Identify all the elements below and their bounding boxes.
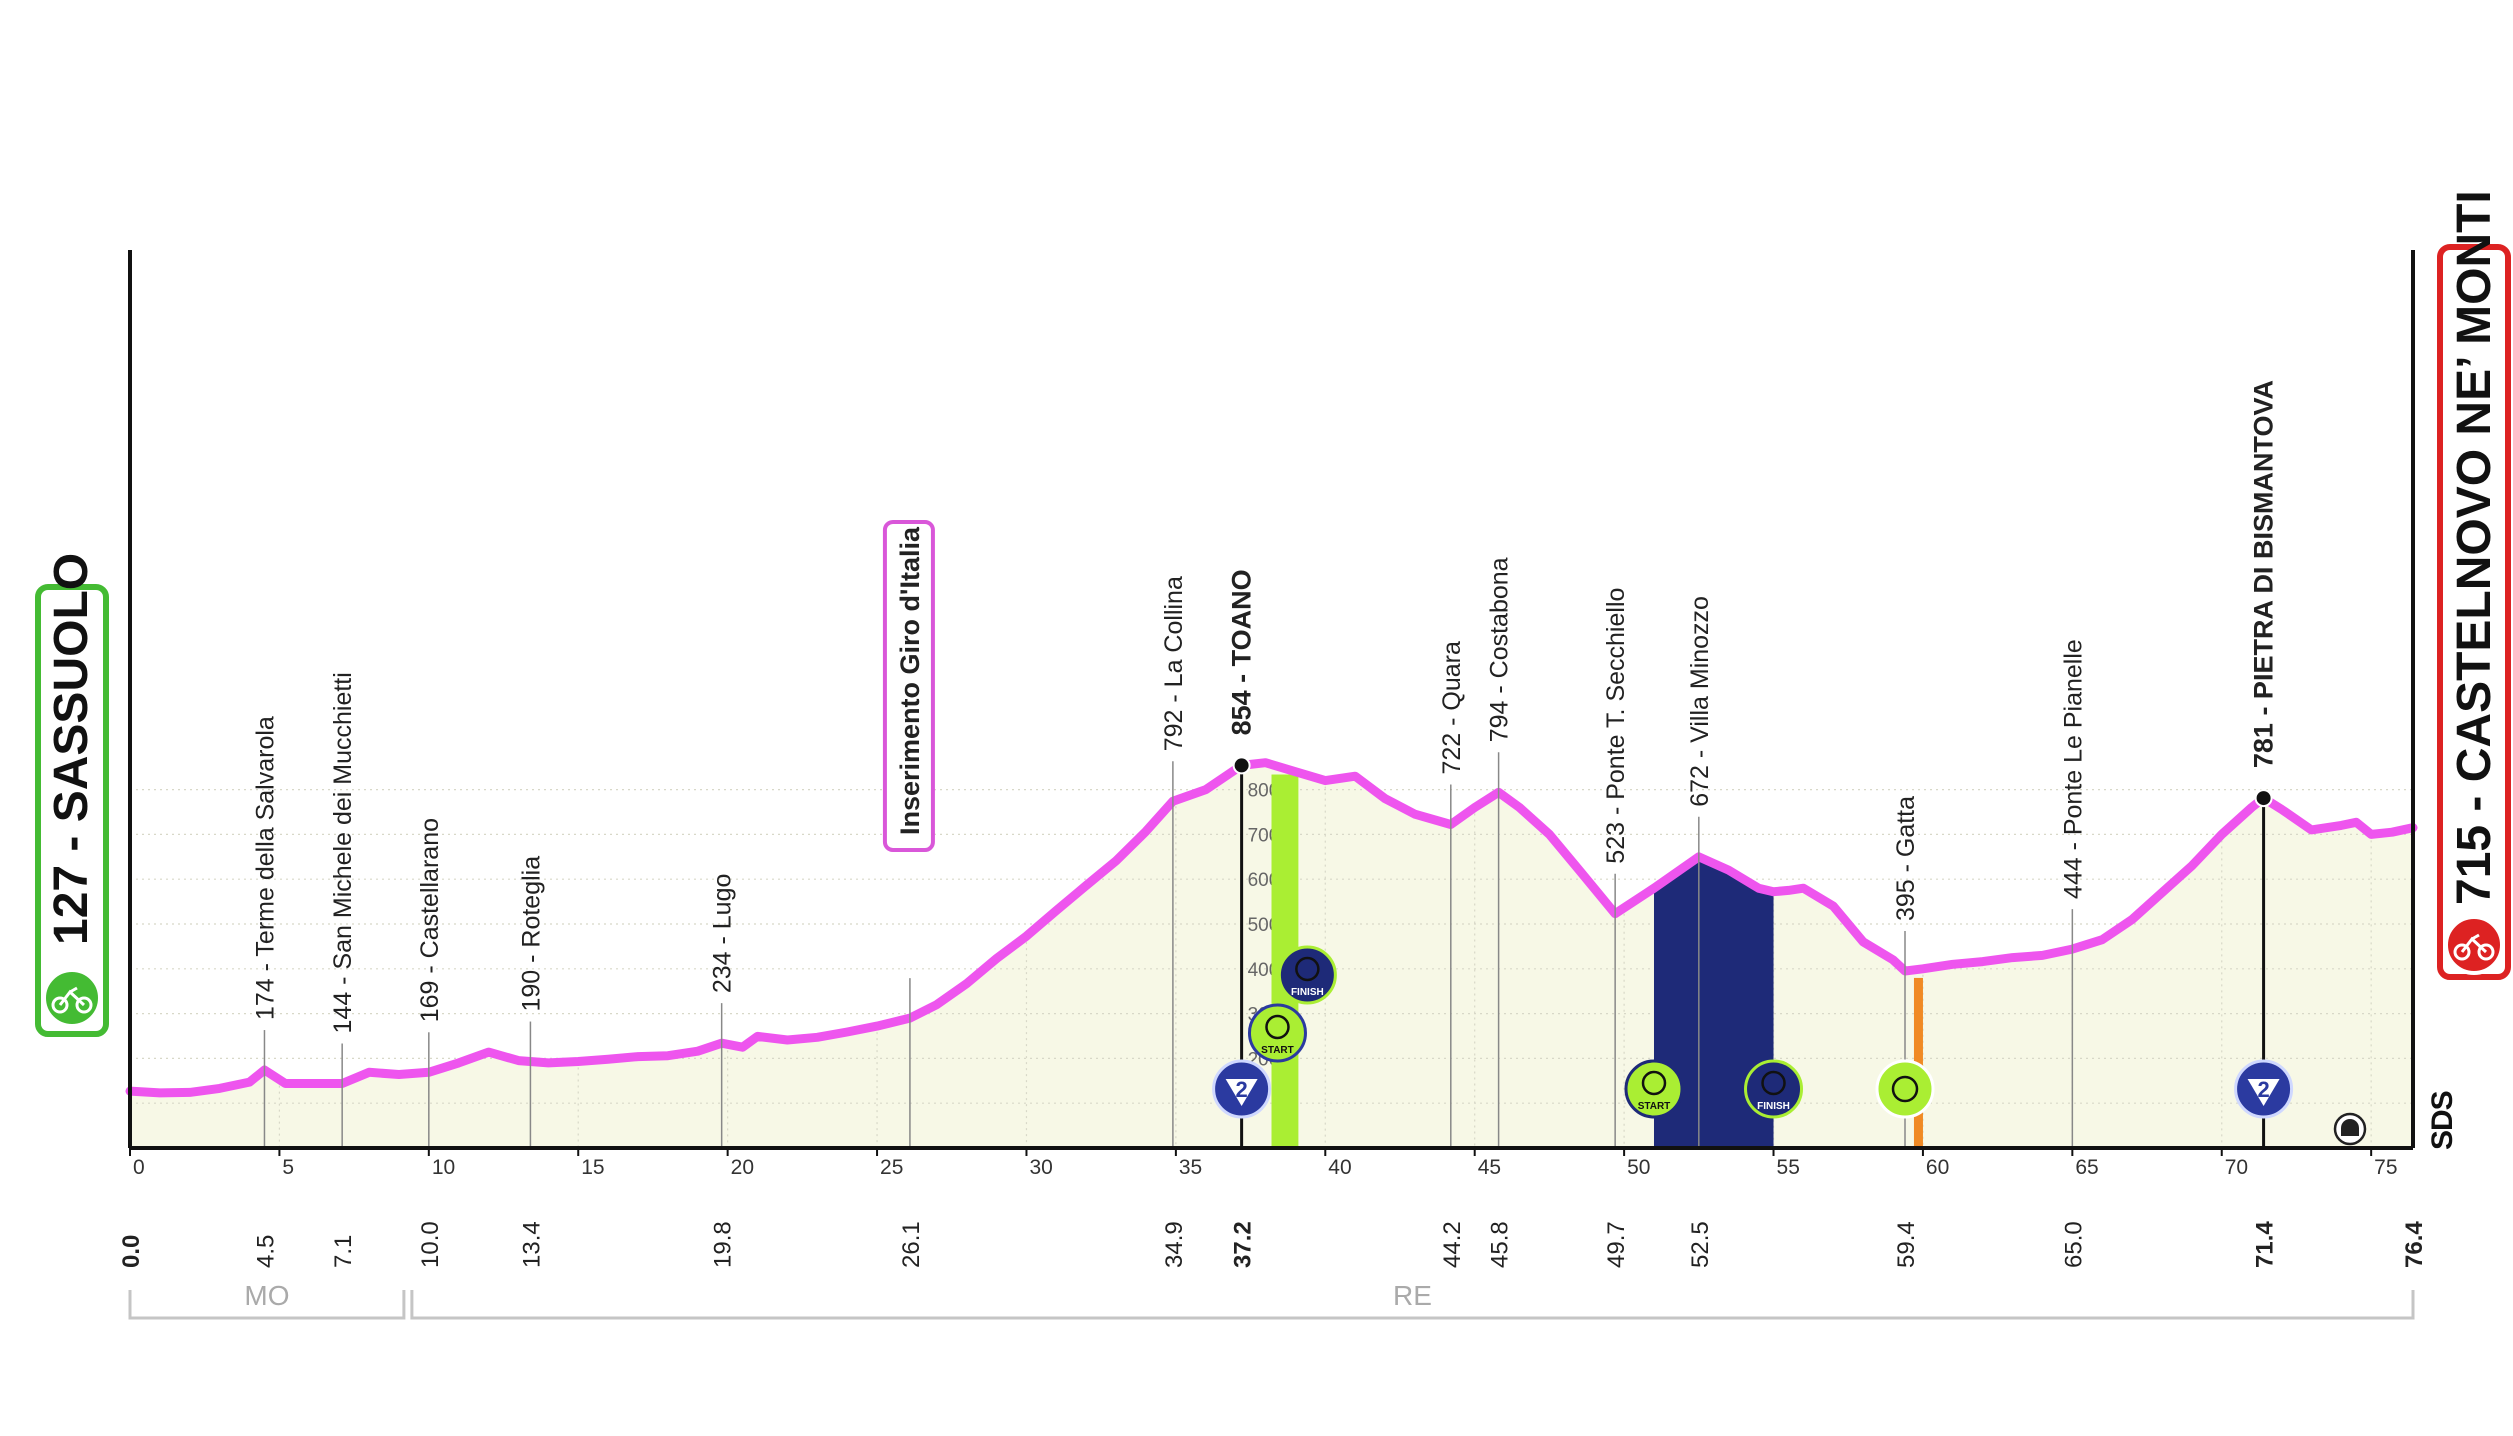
special-marker-label: Inserimento Giro d'Italia <box>895 526 925 835</box>
region-label: RE <box>1393 1280 1432 1311</box>
sprint-start-badge-icon <box>1265 1014 1290 1040</box>
start-box <box>35 584 109 1037</box>
timed-start-badge-icon <box>1641 1070 1667 1096</box>
km-waypoint-label: 10.0 <box>417 1221 444 1268</box>
profile-line <box>125 758 2418 1098</box>
km-waypoint-label: 44.2 <box>1439 1221 1466 1268</box>
waypoint-label: 190 - Roteglia <box>517 856 545 1012</box>
waypoint-label: 792 - La Collina <box>1160 576 1188 751</box>
climb-triangle-icon <box>1225 1079 1258 1106</box>
waypoint-label: 395 - Gatta <box>1892 796 1920 921</box>
timed-start-badge <box>1624 1059 1684 1119</box>
waypoint-label: 174 - Terme della Salvarola <box>251 716 279 1020</box>
x-tick-label: 25 <box>880 1156 903 1179</box>
sds-logo: SDS <box>2426 1091 2459 1150</box>
timed-segment-area <box>1653 856 1774 1148</box>
altitude-tick-label: 400 <box>1248 960 1280 981</box>
x-tick-label: 60 <box>1926 1156 1949 1179</box>
waypoint-label: 234 - Lugo <box>709 874 737 994</box>
cyclist-icon <box>51 986 93 1014</box>
x-tick-label: 10 <box>432 1156 455 1179</box>
km-waypoint-label: 52.5 <box>1687 1221 1714 1268</box>
waypoint-label: 794 - Costabona <box>1486 557 1514 742</box>
sprint-finish-badge-label: FINISH <box>1291 987 1324 998</box>
waypoint-label: 722 - Quara <box>1438 641 1466 775</box>
km-waypoint-label: 76.4 <box>2401 1221 2428 1268</box>
x-tick-label: 35 <box>1179 1156 1202 1179</box>
waypoint-label: 144 - San Michele dei Mucchietti <box>329 672 357 1033</box>
x-tick-label: 65 <box>2075 1156 2098 1179</box>
km-waypoint-label: 34.9 <box>1161 1221 1188 1268</box>
km-waypoint-label: 45.8 <box>1487 1221 1514 1268</box>
summit-dot <box>2254 789 2273 808</box>
start-title: 127 - SASSUOLO <box>45 553 98 945</box>
finish-cyclist-icon <box>2444 915 2504 975</box>
stopwatch-icon <box>1891 1075 1919 1103</box>
start-endpoint: 127 - SASSUOLO <box>35 553 109 1037</box>
special-marker-box <box>882 520 935 852</box>
distance-axis: 0 5 10 15 20 25 30 35 40 45 50 55 60 65 70 75 0.0 4.5 7.1 1… <box>118 250 2428 1268</box>
region-label: MO <box>244 1280 289 1311</box>
finish-box <box>2437 244 2511 980</box>
waypoints: 174 - Terme della Salvarola 144 - San Mic… <box>251 380 2279 1148</box>
waypoint-label: 169 - Castellarano <box>416 818 444 1022</box>
km-waypoint-label: 7.1 <box>330 1235 357 1268</box>
x-tick-label: 20 <box>731 1156 754 1179</box>
cyclist-icon <box>2453 933 2495 961</box>
waypoint-label: 523 - Ponte T. Secchiello <box>1602 588 1630 864</box>
km-waypoint-label: 65.0 <box>2060 1221 2087 1268</box>
x-tick-label: 0 <box>133 1156 145 1179</box>
altitude-tick-label: 600 <box>1248 870 1280 891</box>
altitude-tick-label: 500 <box>1248 915 1280 936</box>
sprint-start-badge <box>1247 1003 1307 1063</box>
climb-category-label: 2 <box>1235 1077 1247 1102</box>
tunnel-icon <box>2333 1112 2367 1146</box>
segment-badges: 2 2 START FINISH START FINISH <box>1212 945 2294 1119</box>
altitude-tick-label: 700 <box>1248 825 1280 846</box>
x-tick-label: 45 <box>1478 1156 1501 1179</box>
timed-start-badge-label: START <box>1638 1101 1671 1112</box>
sprint-finish-badge-icon <box>1295 956 1320 982</box>
km-waypoint-label: 49.7 <box>1603 1221 1630 1268</box>
x-tick-label: 55 <box>1777 1156 1800 1179</box>
x-tick-label: 70 <box>2225 1156 2248 1179</box>
timed-finish-badge <box>1744 1059 1804 1119</box>
km-waypoint-label: 59.4 <box>1893 1221 1920 1268</box>
region-bracket <box>128 1290 406 1320</box>
waypoint-label: 672 - Villa Minozzo <box>1686 596 1714 807</box>
region-bracket <box>410 1290 2415 1320</box>
x-tick-label: 40 <box>1328 1156 1351 1179</box>
waypoint-label: 854 - TOANO <box>1227 569 1257 735</box>
elevation-profile <box>125 758 2418 1098</box>
km-waypoint-label: 0.0 <box>118 1235 145 1268</box>
finish-title: 715 - CASTELNOVO NE’ MONTI <box>2448 190 2501 905</box>
x-tick-label: 30 <box>1029 1156 1052 1179</box>
x-tick-label: 5 <box>282 1156 294 1179</box>
km-waypoint-label: 4.5 <box>252 1235 279 1268</box>
altitude-tick-label: 800 <box>1248 781 1280 802</box>
x-tick-label: 75 <box>2374 1156 2397 1179</box>
sprint-start-badge-label: START <box>1261 1045 1294 1056</box>
intermediate-sprint-badge <box>1875 1059 1935 1119</box>
timed-finish-badge-label: FINISH <box>1757 1101 1790 1112</box>
climb-category-label: 2 <box>2257 1077 2269 1102</box>
waypoint-label: 444 - Ponte Le Pianelle <box>2059 639 2087 899</box>
waypoint-label: 781 - PIETRA DI BISMANTOVA <box>2249 380 2279 768</box>
summit-dot <box>1232 756 1251 775</box>
finish-endpoint: 715 - CASTELNOVO NE’ MONTI <box>2437 190 2511 980</box>
climb-triangle-icon <box>2247 1079 2280 1106</box>
province-regions: MO RE <box>128 1280 2415 1320</box>
timed-finish-badge-icon <box>1761 1070 1786 1096</box>
start-cyclist-icon <box>42 968 102 1028</box>
sprint-finish-badge <box>1277 945 1337 1005</box>
x-tick-label: 50 <box>1627 1156 1650 1179</box>
x-tick-label: 15 <box>581 1156 604 1179</box>
km-waypoint-label: 71.4 <box>2252 1221 2279 1268</box>
km-waypoint-label: 37.2 <box>1230 1221 1257 1268</box>
km-waypoint-label: 13.4 <box>518 1221 545 1268</box>
km-waypoint-label: 26.1 <box>898 1221 925 1268</box>
km-waypoint-label: 19.8 <box>710 1221 737 1268</box>
